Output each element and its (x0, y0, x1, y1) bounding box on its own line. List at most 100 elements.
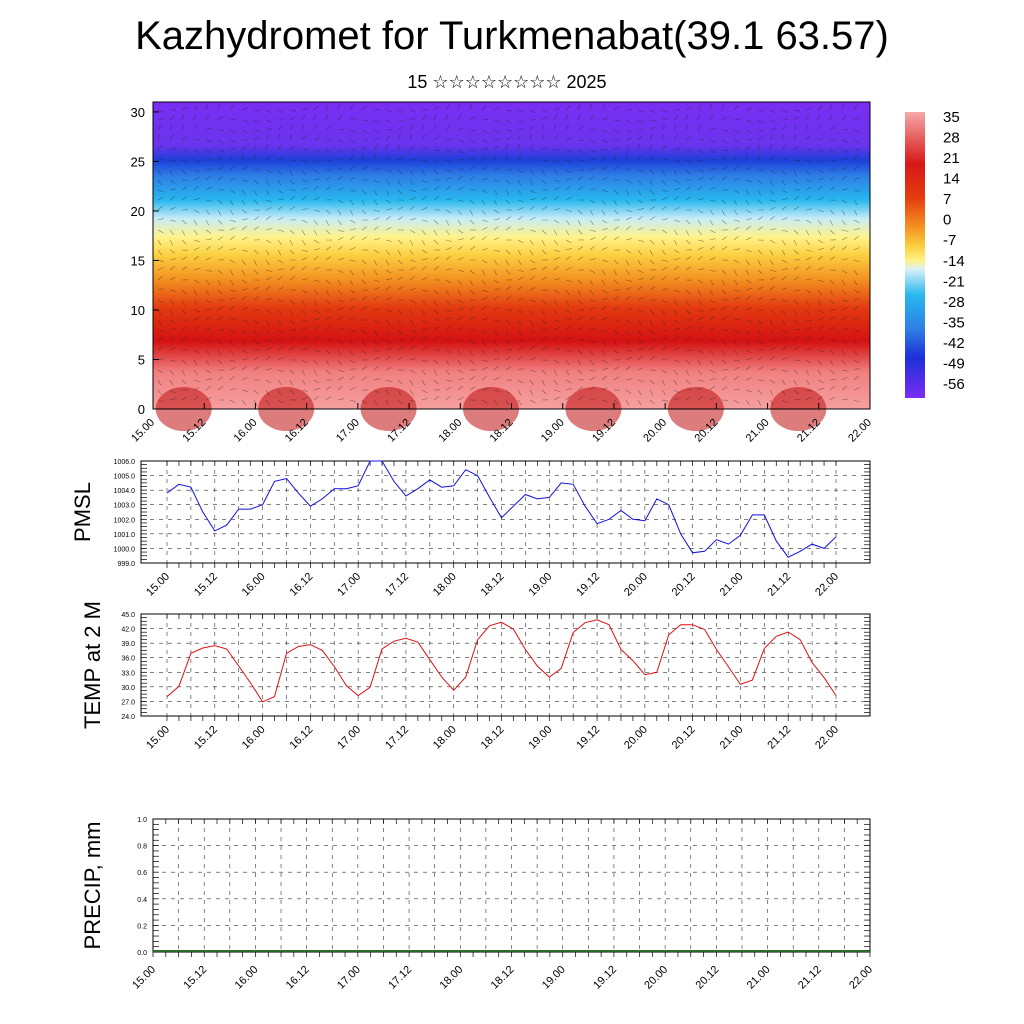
wind-barb (481, 119, 489, 121)
wind-barb (649, 329, 655, 335)
wind-barb (601, 329, 608, 333)
wind-barb (541, 146, 548, 151)
wind-barb (277, 319, 282, 326)
wind-barb (349, 189, 356, 192)
wind-barb (529, 309, 534, 316)
wind-barb (505, 136, 512, 141)
wind-barb (457, 378, 464, 381)
wind-barb (841, 149, 848, 153)
wind-barb (349, 228, 356, 231)
wind-barb (409, 275, 415, 281)
wind-barb (181, 326, 188, 331)
wind-barb (469, 139, 476, 144)
wind-barb (325, 359, 329, 366)
wind-barb (565, 159, 572, 163)
wind-barb (721, 116, 728, 121)
x-tick-label: 17.12 (383, 571, 411, 599)
wind-barb (409, 267, 416, 271)
x-tick-label: 21.00 (745, 964, 773, 992)
x-tick-label: 22.00 (813, 571, 841, 599)
wind-barb (673, 207, 680, 211)
wind-barb (637, 355, 643, 361)
wind-barb (397, 109, 404, 114)
wind-barb (553, 219, 560, 224)
wind-barb (661, 266, 668, 271)
wind-barb (373, 217, 380, 221)
x-tick-label: 21.12 (765, 571, 793, 599)
wind-barb (661, 319, 666, 325)
wind-barb (601, 387, 608, 391)
wind-barb (457, 209, 462, 216)
wind-barb (301, 187, 308, 191)
y-tick-label: 1001.0 (114, 532, 136, 539)
x-tick-label: 18.12 (489, 964, 517, 992)
wind-barb (301, 149, 308, 151)
wind-barb (301, 265, 307, 271)
wind-barb (421, 207, 428, 211)
wind-barb (517, 215, 523, 221)
wind-barb (397, 346, 404, 351)
wind-barb (373, 389, 380, 394)
wind-barb (169, 169, 174, 176)
wind-barb (769, 189, 774, 195)
wind-barb (733, 139, 740, 143)
wind-barb (325, 326, 332, 331)
wind-barb (325, 246, 332, 251)
wind-barb (613, 139, 620, 142)
wind-barb (493, 225, 499, 231)
wind-barb (193, 159, 200, 163)
wind-barb (637, 259, 642, 266)
wind-barb (745, 145, 751, 151)
wind-barb (577, 279, 583, 285)
wind-barb (277, 179, 282, 186)
wind-barb (565, 337, 572, 341)
wind-barb (325, 159, 332, 162)
wind-barb (817, 387, 824, 391)
wind-barb (601, 375, 607, 381)
wind-barb (637, 169, 644, 172)
wind-barb (769, 309, 776, 314)
wind-barb (601, 339, 606, 346)
wind-barb (361, 129, 368, 134)
wind-barb (313, 105, 319, 111)
wind-barb (457, 269, 464, 272)
wind-barb (445, 149, 452, 153)
x-tick-label: 16.00 (240, 571, 268, 599)
wind-barb (781, 229, 788, 233)
wind-barb (265, 239, 272, 244)
wind-barb (493, 329, 498, 336)
wind-barb (853, 165, 859, 171)
wind-barb (769, 239, 776, 244)
wind-barb (505, 179, 511, 185)
wind-barb (709, 327, 716, 331)
wind-barb (445, 185, 451, 191)
wind-barb (589, 139, 596, 143)
wind-barb (481, 279, 486, 286)
wind-barb (733, 329, 740, 334)
wind-barb (505, 269, 511, 275)
wind-barb (781, 157, 788, 161)
wind-barb (721, 289, 727, 295)
wind-barb (397, 249, 401, 256)
wind-barb (829, 159, 836, 162)
wind-barb (277, 205, 283, 211)
wind-barb (769, 144, 772, 151)
wind-barb (565, 318, 572, 321)
wind-barb (841, 315, 847, 321)
x-tick-label: 19.00 (526, 571, 554, 599)
wind-barb (337, 289, 342, 296)
wind-barb (853, 329, 860, 333)
wind-barb (361, 269, 365, 276)
colorbar-label: -7 (943, 232, 956, 249)
wind-barb (397, 126, 404, 131)
wind-barb (469, 236, 476, 241)
wind-barb (313, 219, 318, 225)
y-tick-label: 0.2 (137, 923, 147, 930)
wind-barb (589, 167, 596, 171)
wind-barb (349, 176, 356, 181)
wind-barb (385, 285, 391, 291)
wind-barb (673, 319, 680, 324)
wind-barb (733, 359, 740, 362)
y-tick-label: 42.0 (121, 627, 135, 634)
wind-barb (373, 329, 378, 336)
